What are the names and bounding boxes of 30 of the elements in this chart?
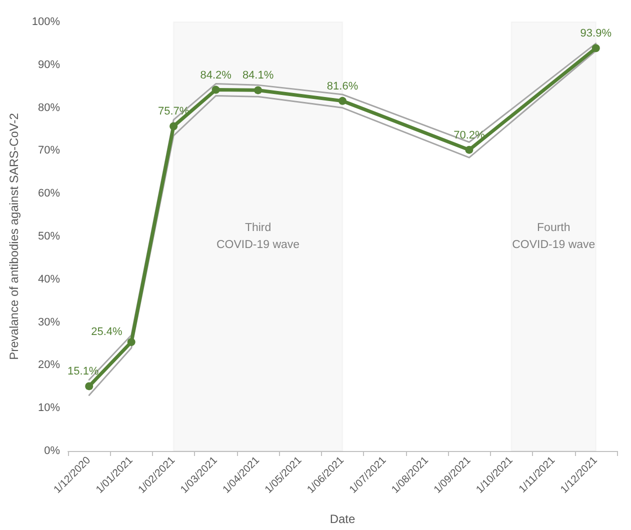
- point: [465, 146, 474, 154]
- text: 84.1%: [242, 70, 274, 82]
- point: [338, 96, 346, 105]
- point: [212, 86, 220, 94]
- text: 93.9%: [580, 28, 612, 40]
- band-label: Third COVID-19 wave: [216, 222, 300, 251]
- point: [170, 122, 178, 130]
- y-tick-label: 20%: [38, 359, 60, 372]
- point: [254, 86, 262, 94]
- point: [85, 382, 94, 390]
- point: [592, 44, 600, 52]
- y-tick-label: 80%: [38, 102, 60, 114]
- text: 15.1%: [68, 366, 99, 378]
- y-tick-label: 100%: [32, 16, 60, 28]
- text: 84.2%: [200, 69, 232, 82]
- y-tick-label: 50%: [38, 230, 60, 242]
- y-tick-label: 60%: [38, 188, 60, 200]
- y-axis-title: Prevalance of antibodies against SARS-CoV-2: [7, 112, 21, 360]
- y-tick-label: 30%: [38, 316, 60, 328]
- text: 25.4%: [91, 326, 122, 338]
- text: 81.6%: [326, 80, 358, 92]
- y-tick-label: 70%: [38, 144, 60, 157]
- point: [127, 338, 136, 346]
- text: 70.2%: [454, 129, 485, 142]
- band-label: Fourth COVID-19 wave: [512, 222, 596, 251]
- y-tick-label: 0%: [44, 445, 60, 457]
- x-axis-title: Date: [330, 512, 356, 526]
- y-tick-label: 10%: [38, 402, 60, 414]
- y-tick-label: 40%: [38, 273, 60, 286]
- y-tick-label: 90%: [38, 58, 60, 71]
